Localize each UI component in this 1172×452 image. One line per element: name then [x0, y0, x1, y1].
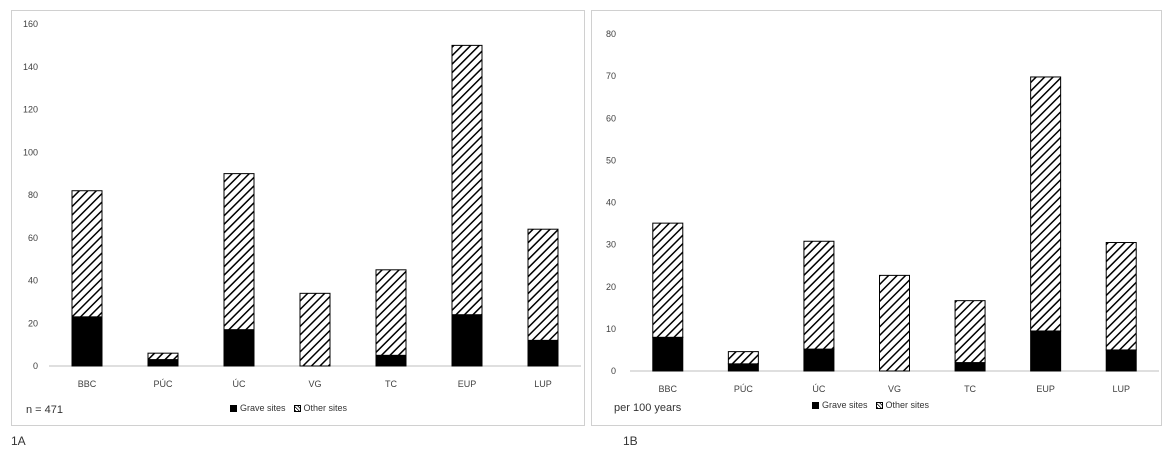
chart-1b-annotation: per 100 years	[614, 402, 682, 414]
legend-item-other-sites: Other sites	[293, 403, 348, 413]
bar-lup-other-sites	[527, 228, 559, 341]
legend-item-other-sites: Other sites	[875, 400, 930, 410]
y-tick-label: 20	[28, 318, 38, 328]
y-tick-label: 20	[606, 282, 616, 292]
bar-eup-grave-sites	[1030, 330, 1062, 372]
x-tick-label: BBC	[78, 379, 97, 389]
legend-item-grave-sites: Grave sites	[230, 403, 286, 413]
figure-label-1b: 1B	[623, 434, 638, 448]
bar-eup-grave-sites	[451, 314, 483, 367]
bar-tc-grave-sites	[954, 362, 986, 372]
y-tick-label: 30	[606, 240, 616, 250]
bar-bbc-grave-sites	[652, 336, 684, 372]
bar-uc-grave-sites	[803, 348, 835, 372]
x-tick-label: TC	[385, 379, 397, 389]
chart-panel-1b: 0 10 20 30 40 50 60 70 80 BBC PÚC ÚC VG TC EUP LUP per …	[591, 10, 1162, 426]
bar-eup-other-sites	[1030, 76, 1062, 332]
x-tick-label: VG	[308, 379, 321, 389]
y-tick-label: 120	[23, 105, 38, 115]
grave-sites-swatch	[230, 404, 237, 412]
x-tick-label: EUP	[458, 379, 477, 389]
x-tick-label: LUP	[1112, 384, 1130, 394]
legend-label-other-sites: Other sites	[303, 403, 348, 413]
y-tick-label: 80	[28, 190, 38, 200]
chart-1a-plot: 0 20 40 60 80 100 120 140 160 BBC PÚC ÚC VG TC EUP LUP	[23, 19, 581, 389]
x-tick-label: EUP	[1036, 384, 1055, 394]
y-tick-label: 140	[23, 62, 38, 72]
bar-vg-other-sites	[299, 292, 331, 367]
y-tick-label: 10	[606, 324, 616, 334]
bar-uc-grave-sites	[223, 329, 255, 367]
bar-lup-grave-sites	[527, 339, 559, 367]
x-tick-label: PÚC	[734, 384, 754, 394]
bar-bbc-grave-sites	[71, 316, 103, 367]
bar-lup-other-sites	[1105, 242, 1137, 351]
x-tick-label: LUP	[534, 379, 552, 389]
y-tick-label: 160	[23, 19, 38, 29]
chart-1a-annotation: n = 471	[26, 404, 64, 416]
y-tick-label: 60	[28, 233, 38, 243]
legend-label-other-sites: Other sites	[885, 400, 930, 410]
y-tick-label: 60	[606, 113, 616, 123]
legend-label-grave-sites: Grave sites	[822, 400, 868, 410]
grave-sites-swatch	[812, 401, 819, 409]
y-tick-label: 50	[606, 155, 616, 165]
bar-eup-other-sites	[451, 44, 483, 316]
x-tick-label: VG	[888, 384, 901, 394]
legend-label-grave-sites: Grave sites	[240, 403, 286, 413]
bar-uc-other-sites	[223, 173, 255, 331]
chart-panel-1a: 0 20 40 60 80 100 120 140 160 BBC PÚC ÚC VG TC EUP LUP …	[11, 10, 585, 426]
x-tick-label: ÚC	[812, 384, 825, 394]
x-tick-label: TC	[964, 384, 976, 394]
bar-puc-grave-sites	[147, 359, 179, 367]
chart-1b-plot: 0 10 20 30 40 50 60 70 80 BBC PÚC ÚC VG TC EUP LUP	[606, 29, 1159, 394]
figure-label-1a: 1A	[11, 434, 26, 448]
bar-puc-other-sites	[147, 352, 179, 361]
legend-item-grave-sites: Grave sites	[812, 400, 868, 410]
bar-vg-other-sites	[879, 274, 910, 372]
y-tick-label: 70	[606, 71, 616, 81]
y-tick-label: 40	[606, 198, 616, 208]
y-tick-label: 100	[23, 147, 38, 157]
other-sites-swatch	[875, 401, 883, 409]
chart-1b-legend: Grave sites Other sites	[812, 400, 929, 410]
bar-lup-grave-sites	[1105, 349, 1137, 372]
x-tick-label: PÚC	[153, 379, 173, 389]
bar-bbc-other-sites	[71, 190, 103, 318]
x-tick-label: BBC	[659, 384, 678, 394]
bar-tc-other-sites	[375, 269, 407, 356]
bar-tc-other-sites	[954, 300, 986, 364]
bar-tc-grave-sites	[375, 354, 407, 367]
y-tick-label: 0	[611, 366, 616, 376]
y-tick-label: 0	[33, 361, 38, 371]
bar-puc-other-sites	[727, 351, 759, 365]
chart-1a-legend: Grave sites Other sites	[230, 403, 347, 413]
other-sites-swatch	[293, 404, 301, 412]
y-tick-label: 40	[28, 276, 38, 286]
y-tick-label: 80	[606, 29, 616, 39]
bar-bbc-other-sites	[652, 222, 684, 338]
x-tick-label: ÚC	[233, 379, 246, 389]
bar-puc-grave-sites	[727, 363, 759, 372]
bar-uc-other-sites	[803, 240, 835, 350]
